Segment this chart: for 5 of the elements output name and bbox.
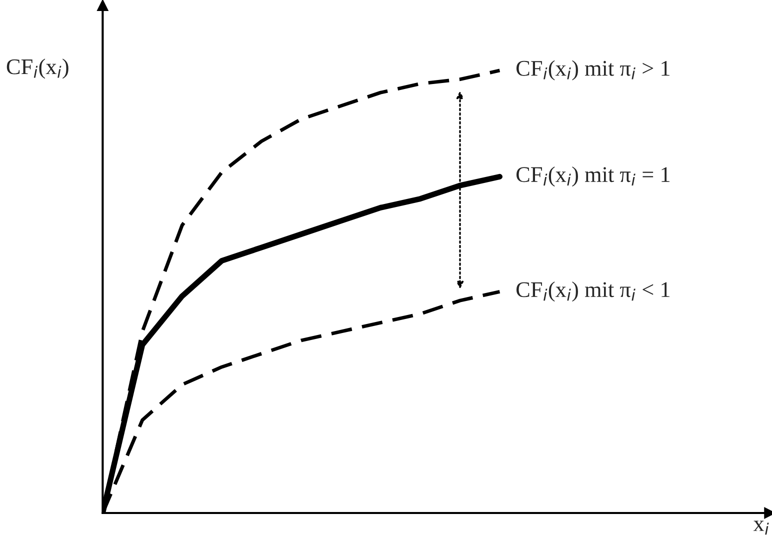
text: x$_{i}$ xyxy=(753,520,769,535)
series-label: CF$_{i}$(x$_{i}$) mit π$_{i}$ = 1 xyxy=(516,166,670,187)
series-label: CF$_{i}$(x$_{i}$) mit π$_{i}$ < 1 xyxy=(516,282,670,302)
series-label: CF$_{i}$(x$_{i}$) mit π$_{i}$ > 1 xyxy=(516,60,670,80)
y-axis-title: CF$_{i}$(x$_{i}$) xyxy=(6,58,68,79)
